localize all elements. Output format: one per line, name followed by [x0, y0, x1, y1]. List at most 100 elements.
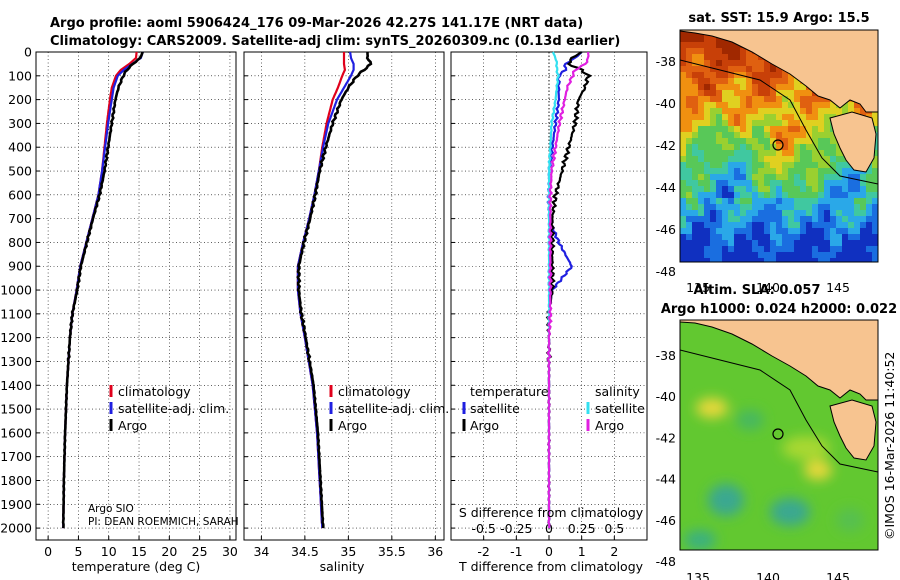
sst-cell [722, 204, 728, 210]
sst-cell [776, 174, 782, 180]
sst-cell [710, 186, 716, 192]
sst-cell [818, 168, 824, 174]
sst-cell [758, 246, 764, 252]
sst-cell [776, 222, 782, 228]
sst-cell [710, 108, 716, 114]
depth-tick-label: 1200 [0, 330, 32, 345]
sst-cell [722, 216, 728, 222]
sst-cell [710, 240, 716, 246]
sst-cell [698, 186, 704, 192]
sst-cell [722, 162, 728, 168]
sst-cell [686, 66, 692, 72]
sst-cell [866, 180, 872, 186]
sst-cell [692, 258, 698, 262]
sst-cell [854, 222, 860, 228]
sst-cell [824, 186, 830, 192]
sst-cell [728, 66, 734, 72]
sst-cell [716, 114, 722, 120]
sst-cell [704, 54, 710, 60]
sst-cell [704, 228, 710, 234]
sst-cell [704, 168, 710, 174]
sst-cell [782, 228, 788, 234]
sst-cell [824, 228, 830, 234]
sst-cell [776, 246, 782, 252]
sst-cell [704, 210, 710, 216]
sst-cell [746, 108, 752, 114]
sst-cell [794, 204, 800, 210]
sst-cell [860, 240, 866, 246]
sst-cell [734, 240, 740, 246]
sst-cell [830, 246, 836, 252]
sst-cell [734, 54, 740, 60]
sst-cell [728, 180, 734, 186]
sst-cell [752, 90, 758, 96]
sst-cell [722, 120, 728, 126]
sst-cell [686, 144, 692, 150]
sst-cell [794, 234, 800, 240]
temperature-axes-frame [35, 51, 237, 541]
sst-cell [800, 90, 806, 96]
sst-cell [872, 150, 878, 156]
sst-cell [734, 96, 740, 102]
sst-cell [866, 234, 872, 240]
sst-cell [872, 216, 878, 222]
sst-cell [704, 174, 710, 180]
sst-cell [794, 222, 800, 228]
sst-cell [698, 66, 704, 72]
sst-cell [806, 138, 812, 144]
sst-cell [692, 78, 698, 84]
sst-cell [710, 258, 716, 262]
sst-cell [788, 96, 794, 102]
imos-credit: ©IMOS 16-Mar-2026 11:40:52 [882, 352, 897, 540]
sst-cell [686, 138, 692, 144]
sst-cell [758, 72, 764, 78]
sst-cell [704, 72, 710, 78]
sst-cell [776, 144, 782, 150]
sst-cell [680, 234, 686, 240]
sst-cell [842, 102, 848, 108]
sst-cell [734, 108, 740, 114]
sst-cell [728, 132, 734, 138]
sst-cell [830, 216, 836, 222]
sst-cell [716, 258, 722, 262]
sst-cell [830, 174, 836, 180]
sst-cell [740, 78, 746, 84]
sst-cell [776, 78, 782, 84]
sst-cell [704, 60, 710, 66]
sst-cell [716, 186, 722, 192]
sst-cell [692, 120, 698, 126]
sst-cell [770, 168, 776, 174]
sst-cell [830, 132, 836, 138]
sst-cell [776, 204, 782, 210]
sst-cell [848, 216, 854, 222]
sst-cell [848, 168, 854, 174]
sst-cell [686, 42, 692, 48]
sst-cell [740, 150, 746, 156]
sst-cell [782, 258, 788, 262]
sst-cell [776, 258, 782, 262]
sst-cell [686, 234, 692, 240]
sst-cell [812, 240, 818, 246]
sst-cell [722, 132, 728, 138]
legend-label-satellite: satellite-adj. clim. [338, 401, 449, 416]
sst-cell [728, 210, 734, 216]
sst-cell [848, 192, 854, 198]
sst-cell [782, 192, 788, 198]
sst-cell [860, 210, 866, 216]
sst-cell [818, 186, 824, 192]
sst-cell [776, 210, 782, 216]
sst-cell [818, 192, 824, 198]
sst-cell [806, 246, 812, 252]
sst-cell [764, 174, 770, 180]
sst-cell [710, 156, 716, 162]
sst-field [680, 30, 878, 262]
sst-cell [758, 204, 764, 210]
sst-cell [710, 120, 716, 126]
sst-cell [854, 252, 860, 258]
sst-cell [812, 222, 818, 228]
sst-cell [698, 180, 704, 186]
sst-cell [764, 84, 770, 90]
sst-cell [800, 126, 806, 132]
mainland-australia [680, 30, 878, 112]
sst-cell [830, 162, 836, 168]
